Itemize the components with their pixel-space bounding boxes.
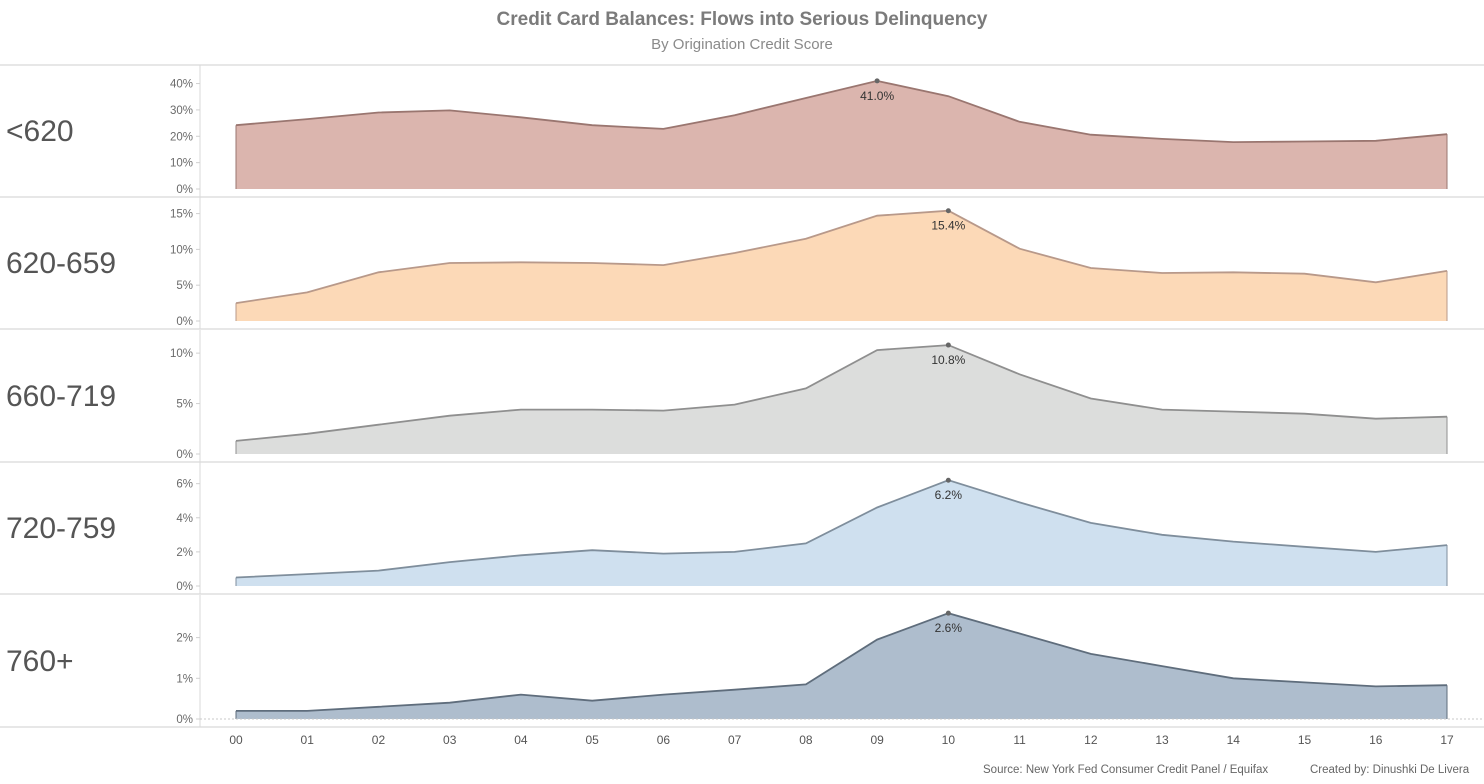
y-tick-label: 15% — [170, 209, 193, 221]
peak-marker — [945, 610, 951, 616]
chart-subtitle: By Origination Credit Score — [651, 36, 833, 53]
y-tick-label: 10% — [170, 348, 193, 360]
panel-label: 760+ — [6, 645, 74, 678]
y-tick-label: 0% — [176, 184, 193, 196]
x-tick-label: 06 — [657, 733, 671, 747]
panel-label: <620 — [6, 115, 74, 148]
x-tick-label: 01 — [301, 733, 315, 747]
y-tick-label: 4% — [176, 513, 193, 525]
peak-data-label: 15.4% — [931, 219, 965, 233]
x-tick-label: 12 — [1084, 733, 1098, 747]
x-tick-label: 15 — [1298, 733, 1312, 747]
x-tick-label: 17 — [1440, 733, 1454, 747]
x-tick-label: 16 — [1369, 733, 1383, 747]
series-line — [236, 612, 1448, 712]
y-tick-label: 10% — [170, 244, 193, 256]
y-tick-label: 1% — [176, 673, 193, 685]
series-line — [235, 209, 1448, 304]
panel-label: 720-759 — [6, 512, 116, 545]
series-area — [236, 613, 1447, 719]
y-tick-label: 5% — [176, 399, 193, 411]
y-tick-label: 2% — [176, 633, 193, 645]
y-tick-label: 5% — [176, 280, 193, 292]
y-tick-label: 0% — [176, 714, 193, 726]
peak-marker — [945, 342, 951, 348]
panel-label: 620-659 — [6, 247, 116, 280]
series-area — [236, 345, 1447, 454]
panel-label: 660-719 — [6, 380, 116, 413]
peak-marker — [874, 78, 880, 84]
x-tick-label: 09 — [870, 733, 884, 747]
y-tick-label: 10% — [170, 158, 193, 170]
x-tick-label: 02 — [372, 733, 386, 747]
peak-marker — [945, 208, 951, 214]
series-line — [235, 344, 1448, 442]
x-tick-label: 05 — [585, 733, 599, 747]
y-tick-label: 6% — [176, 479, 193, 491]
x-tick-label: 03 — [443, 733, 457, 747]
series-line — [235, 79, 1448, 144]
series-area — [236, 80, 1447, 189]
source-note: Source: New York Fed Consumer Credit Pan… — [983, 764, 1269, 776]
peak-data-label: 10.8% — [931, 353, 965, 367]
x-tick-label: 00 — [229, 733, 243, 747]
y-tick-label: 30% — [170, 105, 193, 117]
x-tick-label: 08 — [799, 733, 813, 747]
peak-marker — [945, 477, 951, 483]
y-tick-label: 0% — [176, 581, 193, 593]
x-tick-label: 14 — [1227, 733, 1241, 747]
y-tick-label: 40% — [170, 79, 193, 91]
x-tick-label: 10 — [942, 733, 956, 747]
peak-data-label: 2.6% — [935, 621, 963, 635]
x-tick-label: 07 — [728, 733, 742, 747]
series-area — [236, 480, 1447, 586]
x-tick-label: 04 — [514, 733, 528, 747]
x-tick-label: 13 — [1155, 733, 1169, 747]
y-tick-label: 0% — [176, 316, 193, 328]
peak-data-label: 41.0% — [860, 89, 894, 103]
y-tick-label: 20% — [170, 131, 193, 143]
x-tick-label: 11 — [1013, 733, 1026, 747]
series-area — [236, 210, 1447, 321]
series-line — [235, 479, 1448, 579]
y-tick-label: 0% — [176, 449, 193, 461]
y-tick-label: 2% — [176, 547, 193, 559]
peak-data-label: 6.2% — [935, 488, 963, 502]
credit-note: Created by: Dinushki De Livera — [1310, 764, 1470, 776]
chart-title: Credit Card Balances: Flows into Serious… — [496, 9, 988, 30]
